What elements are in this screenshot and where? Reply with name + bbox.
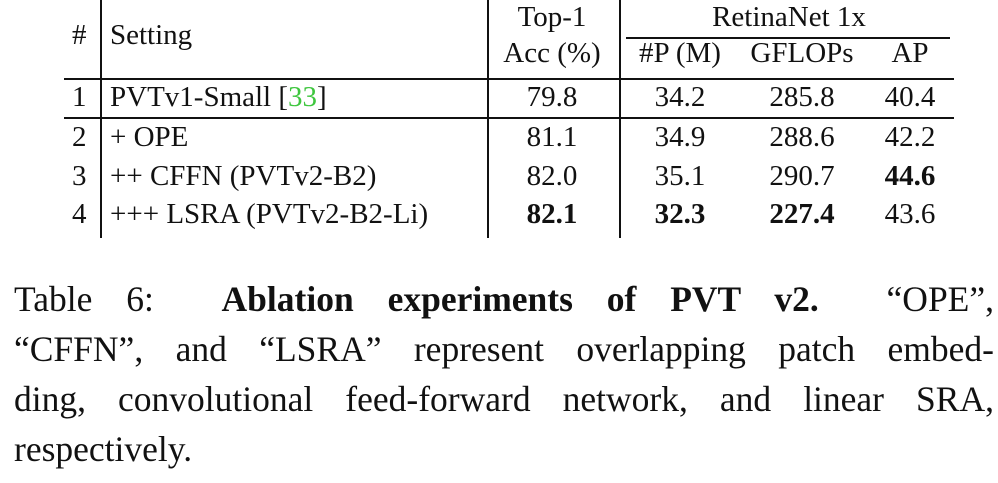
row-acc: 81.1 bbox=[526, 121, 578, 153]
caption-line: Table 6: Ablation experiments of PVT v2.… bbox=[14, 274, 994, 324]
header-retinanet: RetinaNet 1x bbox=[712, 1, 866, 33]
row-setting: + OPE bbox=[110, 121, 189, 153]
column-divider bbox=[619, 0, 621, 238]
caption-line: respectively. bbox=[14, 429, 193, 469]
header-acc: Acc (%) bbox=[503, 37, 601, 69]
header-rule bbox=[64, 78, 954, 80]
caption-text: “OPE”, bbox=[886, 279, 995, 319]
row-ap: 42.2 bbox=[884, 121, 936, 153]
row-ap: 43.6 bbox=[884, 198, 936, 230]
header-gflops: GFLOPs bbox=[750, 37, 854, 69]
row-params: 34.9 bbox=[654, 121, 706, 153]
column-divider bbox=[487, 0, 489, 238]
ablation-table: # Setting Top-1 Acc (%) RetinaNet 1x #P … bbox=[64, 0, 954, 240]
setting-text: PVTv1-Small [ bbox=[110, 81, 289, 113]
caption-line: ding, convolutional feed-forward network… bbox=[14, 379, 994, 419]
row-gflops: 288.6 bbox=[769, 121, 835, 153]
setting-tail: ] bbox=[317, 81, 327, 113]
row-num: 1 bbox=[72, 81, 87, 113]
header-params: #P (M) bbox=[639, 37, 721, 69]
row-ap: 40.4 bbox=[884, 81, 936, 113]
caption-title: Ablation experiments of PVT v2. bbox=[221, 279, 819, 319]
baseline-rule bbox=[64, 117, 954, 119]
row-ap-best: 44.6 bbox=[884, 160, 936, 192]
table-caption: Table 6: Ablation experiments of PVT v2.… bbox=[14, 274, 994, 474]
citation-link[interactable]: 33 bbox=[288, 81, 318, 113]
row-params-best: 32.3 bbox=[654, 198, 706, 230]
row-setting: +++ LSRA (PVTv2-B2-Li) bbox=[110, 198, 429, 230]
caption-line: “CFFN”, and “LSRA” represent overlapping… bbox=[14, 329, 994, 369]
row-setting: ++ CFFN (PVTv2-B2) bbox=[110, 160, 377, 192]
row-gflops: 285.8 bbox=[769, 81, 835, 113]
row-acc-best: 82.1 bbox=[526, 198, 578, 230]
row-num: 2 bbox=[72, 121, 87, 153]
row-params: 35.1 bbox=[654, 160, 706, 192]
row-setting: PVTv1-Small [33] bbox=[110, 80, 327, 114]
row-acc: 79.8 bbox=[526, 81, 578, 113]
row-gflops: 290.7 bbox=[769, 160, 835, 192]
header-top1: Top-1 bbox=[517, 1, 587, 33]
header-setting: Setting bbox=[110, 19, 193, 51]
row-num: 3 bbox=[72, 160, 87, 192]
header-num: # bbox=[72, 19, 87, 51]
row-num: 4 bbox=[72, 198, 87, 230]
column-divider bbox=[100, 0, 102, 238]
row-acc: 82.0 bbox=[526, 160, 578, 192]
caption-label: Table 6: bbox=[14, 279, 154, 319]
row-gflops-best: 227.4 bbox=[769, 198, 835, 230]
header-ap: AP bbox=[891, 37, 929, 69]
group-rule bbox=[626, 37, 950, 39]
row-params: 34.2 bbox=[654, 81, 706, 113]
